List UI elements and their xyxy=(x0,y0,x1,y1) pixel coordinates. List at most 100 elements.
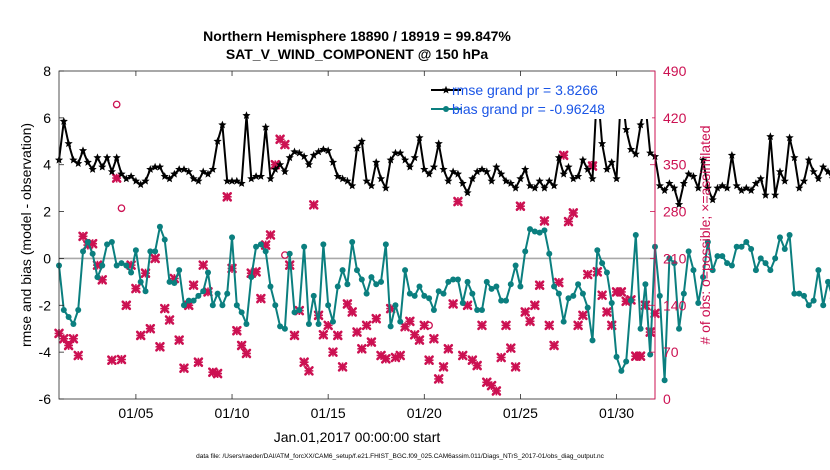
bias-marker xyxy=(305,321,312,328)
rmse-marker xyxy=(574,172,583,180)
rmse-marker xyxy=(583,165,592,173)
bias-marker xyxy=(527,226,534,233)
bias-marker xyxy=(676,325,683,332)
obs-assimilated-marker xyxy=(337,362,348,372)
bias-marker xyxy=(99,262,106,269)
rmse-marker xyxy=(660,186,669,194)
bias-marker xyxy=(440,290,447,297)
obs-assimilated-marker xyxy=(150,253,160,264)
obs-assimilated-marker xyxy=(438,362,449,372)
y-axis-left: -6 -4 -2 0 2 4 6 8 xyxy=(39,63,64,407)
bias-marker xyxy=(772,255,779,262)
rmse-marker xyxy=(607,158,616,166)
y-tick-label-right: 420 xyxy=(663,110,687,126)
bias-marker xyxy=(344,281,351,288)
rmse-marker xyxy=(612,174,621,183)
y-tick-label-left: -4 xyxy=(39,344,52,360)
bias-marker xyxy=(666,255,673,262)
bias-marker xyxy=(459,299,466,306)
y-tick-label-left: 2 xyxy=(43,204,51,220)
bias-marker xyxy=(743,239,750,246)
obs-assimilated-marker xyxy=(520,307,531,317)
bias-marker xyxy=(406,290,413,297)
rmse-marker xyxy=(247,174,256,183)
rmse-marker xyxy=(665,179,674,187)
obs-assimilated-marker xyxy=(68,333,79,344)
obs-assimilated-marker xyxy=(371,313,382,324)
rmse-marker xyxy=(348,181,357,190)
rmse-marker xyxy=(362,176,371,185)
x-axis: 01/05 01/10 01/15 01/20 01/25 01/30 xyxy=(118,71,634,421)
obs-assimilated-marker xyxy=(357,343,367,354)
rmse-marker xyxy=(751,179,760,187)
rmse-marker xyxy=(732,181,741,190)
rmse-marker xyxy=(554,153,563,162)
rmse-marker xyxy=(199,167,208,176)
rmse-marker xyxy=(93,153,102,162)
rmse-marker xyxy=(343,176,352,185)
rmse-marker xyxy=(194,176,203,185)
bias-marker xyxy=(310,292,317,299)
data-series-group xyxy=(54,80,830,384)
bias-marker xyxy=(363,290,370,297)
y-tick-label-right: 0 xyxy=(663,391,671,407)
obs-assimilated-marker xyxy=(121,300,132,311)
bias-marker xyxy=(267,283,274,290)
rmse-marker xyxy=(304,160,313,169)
x-axis-label: Jan.01,2017 00:00:00 start xyxy=(274,429,441,445)
bias-marker xyxy=(209,302,216,309)
bias-marker xyxy=(603,269,610,276)
rmse-marker xyxy=(785,133,794,142)
rmse-marker xyxy=(622,125,631,134)
rmse-marker xyxy=(723,183,732,192)
rmse-marker xyxy=(179,165,189,173)
rmse-marker xyxy=(501,176,511,185)
bias-marker xyxy=(358,276,365,283)
obs-assimilated-marker xyxy=(525,316,535,327)
rmse-marker xyxy=(227,176,237,185)
bias-marker xyxy=(248,274,255,281)
rmse-marker xyxy=(602,165,611,173)
obs-possible-marker xyxy=(117,204,126,213)
bias-marker xyxy=(70,321,77,328)
rmse-series xyxy=(54,80,830,208)
rmse-marker xyxy=(256,172,265,180)
rmse-marker xyxy=(516,174,525,183)
bias-marker xyxy=(671,260,678,267)
bias-marker xyxy=(801,292,807,299)
rmse-marker xyxy=(165,174,174,183)
bias-marker xyxy=(541,227,548,234)
rmse-marker xyxy=(747,186,756,194)
rmse-marker xyxy=(646,148,655,157)
rmse-marker xyxy=(458,179,467,187)
rmse-marker xyxy=(338,174,347,183)
rmse-marker xyxy=(708,195,717,204)
rmse-marker xyxy=(405,162,414,171)
rmse-marker xyxy=(396,148,405,157)
rmse-marker xyxy=(290,147,299,156)
bias-marker xyxy=(397,318,404,325)
obs-assimilated-marker xyxy=(289,330,300,341)
bias-marker xyxy=(147,248,154,255)
bias-marker xyxy=(733,243,740,250)
bias-marker xyxy=(522,248,529,255)
rmse-marker xyxy=(103,153,112,162)
rmse-marker xyxy=(694,183,703,192)
bias-marker xyxy=(752,267,759,274)
obs-assimilated-marker xyxy=(472,360,482,371)
rmse-marker xyxy=(155,162,164,171)
rmse-marker xyxy=(112,153,121,162)
obs-assimilated-marker xyxy=(405,316,415,327)
legend-box xyxy=(428,77,652,119)
obs-assimilated-marker xyxy=(135,330,146,341)
rmse-marker xyxy=(415,133,424,142)
bias-marker xyxy=(233,302,240,309)
obs-assimilated-marker xyxy=(145,323,156,334)
bias-marker xyxy=(594,247,601,254)
bias-marker xyxy=(623,358,630,365)
obs-assimilated-marker xyxy=(395,350,406,361)
rmse-marker xyxy=(381,183,390,192)
bias-marker xyxy=(339,267,346,274)
rmse-marker xyxy=(78,146,88,155)
bias-marker xyxy=(180,302,187,309)
